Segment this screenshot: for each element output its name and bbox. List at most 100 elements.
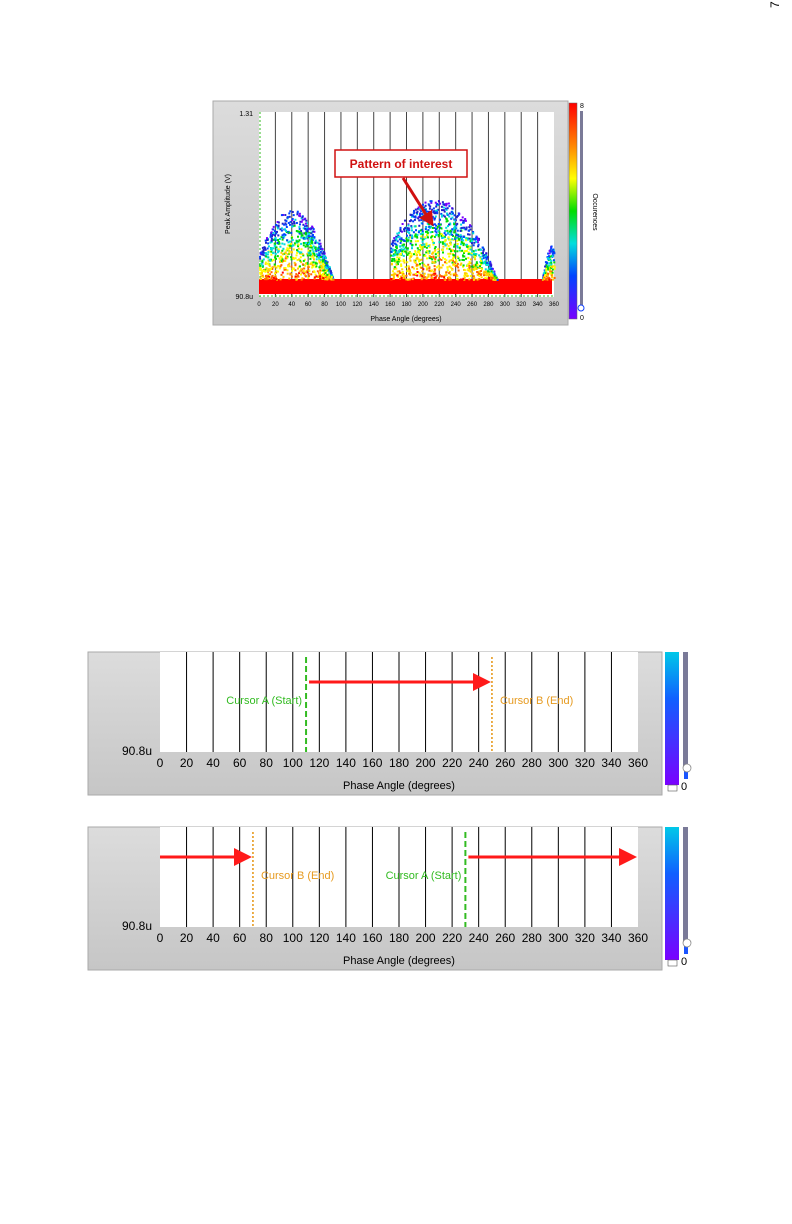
chart1-heat-point	[390, 254, 393, 257]
chart1-heat-point	[321, 252, 324, 255]
chart1-heat-point	[410, 254, 413, 257]
chart1-heat-point	[310, 227, 313, 230]
chart1-heat-point	[328, 274, 331, 277]
chart1-heat-point	[459, 263, 462, 266]
chart3-ymin-label: 90.8u	[122, 919, 152, 933]
chart1-heat-point	[415, 263, 418, 266]
chart1-heat-point	[331, 276, 334, 279]
chart1-heat-point	[295, 254, 298, 257]
chart1-heat-point	[465, 239, 467, 242]
chart1-heat-point	[454, 263, 457, 266]
chart1-heat-point	[489, 278, 492, 281]
chart1-heat-point	[270, 267, 272, 270]
chart1-heat-point	[330, 276, 333, 278]
chart1-heat-point	[426, 267, 429, 270]
chart1-heat-point	[290, 236, 293, 239]
chart1-heat-point	[430, 235, 433, 238]
chart1-heat-point	[551, 271, 554, 274]
chart2-tick-label: 280	[522, 756, 542, 770]
chart1-heat-point	[417, 258, 420, 261]
chart1-heat-point	[408, 229, 411, 232]
chart1-heat-point	[286, 255, 289, 258]
chart1-heat-point	[400, 271, 403, 274]
chart1-heat-point	[297, 235, 299, 238]
chart1-heat-point	[427, 252, 430, 255]
chart1-heat-point	[478, 237, 480, 240]
chart1-heat-point	[322, 258, 325, 260]
chart3-slider-handle[interactable]	[682, 938, 692, 948]
chart1-heat-point	[413, 225, 416, 228]
chart1-heat-point	[296, 274, 299, 277]
chart1-heat-point	[309, 235, 312, 238]
chart1-heat-point	[276, 221, 279, 223]
chart3-slider-track[interactable]	[683, 827, 688, 945]
chart1-heat-point	[321, 269, 323, 272]
chart1-heat-point	[462, 244, 465, 247]
chart1-heat-point	[312, 234, 314, 236]
chart1-heat-point	[448, 238, 450, 241]
chart1-heat-point	[260, 251, 263, 254]
chart1-heat-point	[490, 273, 492, 276]
chart1-heat-point	[290, 242, 292, 245]
chart1-heat-point	[307, 277, 310, 280]
chart1-colorbar-slider-track[interactable]	[580, 111, 583, 311]
chart1-heat-point	[403, 239, 406, 242]
chart1-heat-point	[402, 258, 405, 261]
chart1-heat-point	[485, 270, 487, 273]
chart1-heat-point	[404, 246, 407, 249]
chart2-ymin-label: 90.8u	[122, 744, 152, 758]
chart1-heat-point	[260, 273, 263, 275]
chart1-heat-point	[261, 265, 264, 268]
chart1-heat-point	[327, 276, 330, 279]
chart2-tick-label: 220	[442, 756, 462, 770]
chart1-heat-point	[420, 219, 423, 222]
chart1-heat-point	[445, 274, 448, 276]
chart1-heat-point	[465, 245, 468, 248]
chart1-heat-point	[421, 277, 424, 280]
chart1-heat-point	[427, 273, 430, 276]
chart1-heat-point	[456, 222, 459, 225]
chart1-heat-point	[301, 218, 304, 221]
chart1-heat-point	[270, 253, 273, 256]
chart1-heat-point	[480, 258, 483, 261]
chart1-heat-point	[400, 265, 403, 267]
chart1-heat-point	[425, 230, 427, 233]
chart1-heat-point	[439, 202, 442, 205]
chart1-heat-point	[406, 278, 409, 281]
chart1-heat-point	[274, 252, 277, 255]
chart1-heat-point	[419, 263, 421, 265]
chart1-heat-point	[416, 233, 419, 236]
chart1-heat-point	[434, 230, 437, 233]
chart1-heat-point	[267, 242, 270, 245]
chart1-heat-point	[303, 232, 306, 235]
chart1-heat-point	[460, 227, 463, 230]
chart1-heat-point	[547, 272, 550, 275]
chart1-heat-point	[306, 262, 309, 265]
chart1-heat-point	[438, 226, 441, 229]
chart2-slider-handle[interactable]	[682, 763, 692, 773]
chart1-heat-point	[410, 225, 413, 228]
chart1-heat-point	[449, 243, 452, 246]
chart1-colorbar-slider-handle[interactable]	[577, 304, 585, 312]
chart1-heat-point	[304, 217, 307, 220]
chart1-heat-point	[450, 248, 453, 251]
chart1-heat-point	[288, 231, 291, 234]
chart2-slider-track[interactable]	[683, 652, 688, 770]
chart1-heat-point	[293, 242, 296, 245]
chart1-heat-point	[311, 225, 314, 228]
chart1-heat-point	[444, 238, 447, 241]
chart2-x-ticks: 0 20 40 60 80 100 120 140 160 180 200 220 240 260 280 3…	[157, 756, 649, 770]
chart1-heat-point	[486, 261, 488, 264]
chart1-heat-point	[280, 256, 283, 259]
chart1-heat-point	[288, 252, 291, 255]
chart1-heat-point	[286, 269, 289, 272]
chart1-heat-point	[300, 242, 303, 245]
chart1-heat-point	[491, 276, 494, 279]
chart1-heat-point	[467, 252, 470, 255]
chart1-heat-point	[390, 247, 393, 250]
chart1-heat-point	[460, 235, 462, 238]
chart1-heat-point	[395, 236, 398, 239]
chart1-heat-point	[274, 272, 276, 275]
chart1-heat-point	[458, 249, 461, 252]
